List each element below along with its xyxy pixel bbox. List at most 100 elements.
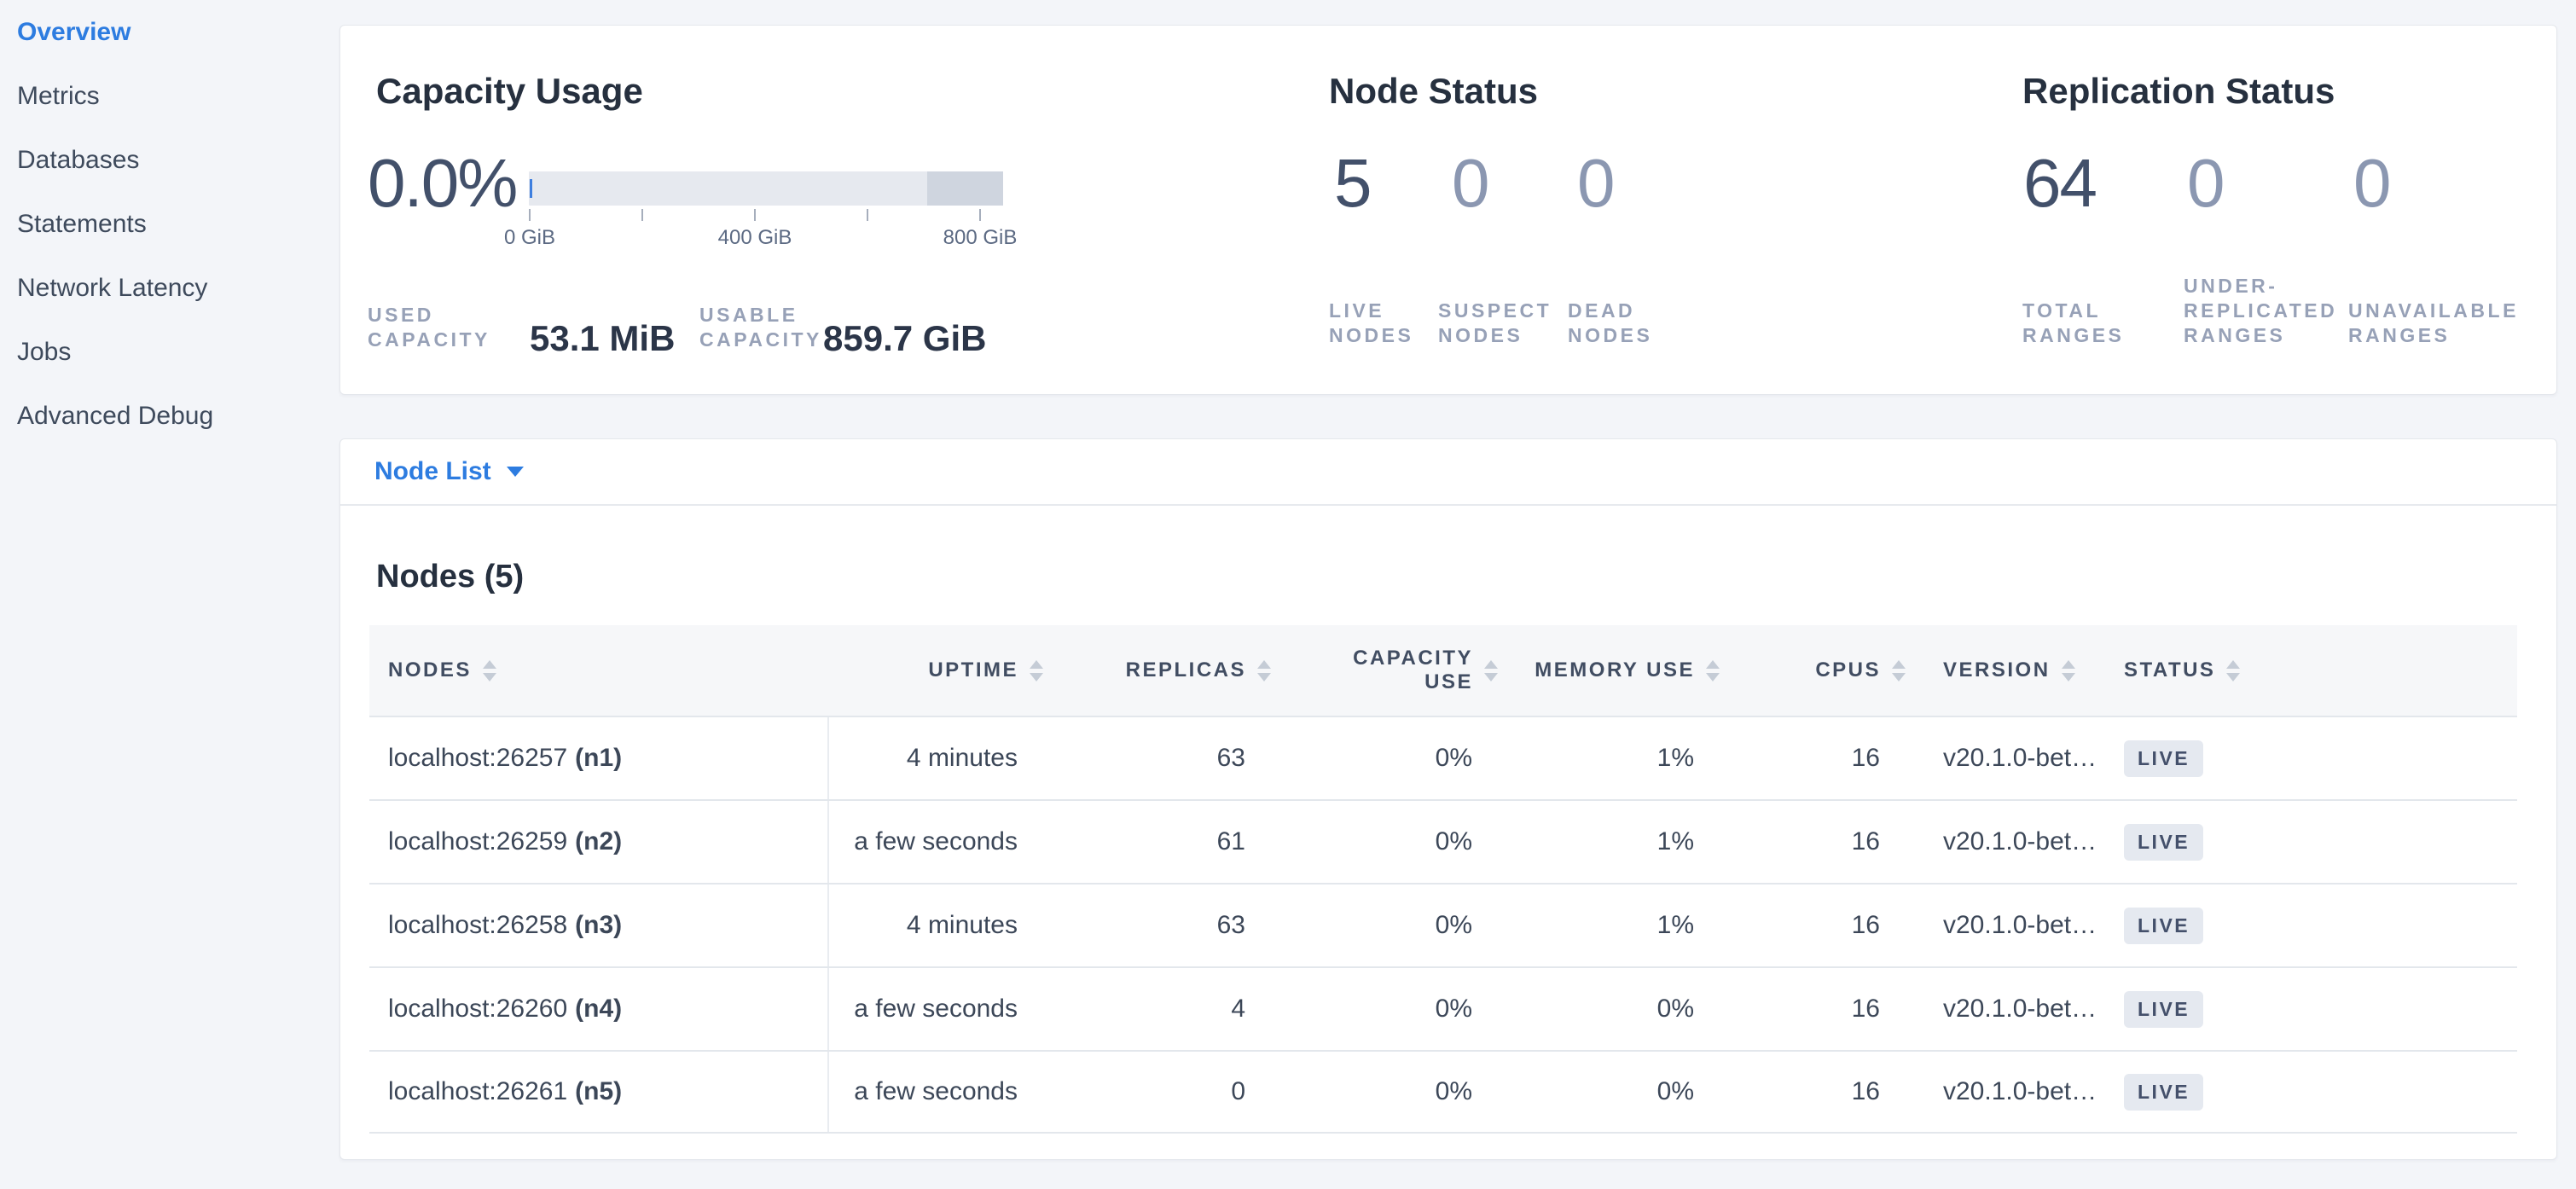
sidebar-item-statements[interactable]: Statements [17, 209, 147, 238]
dead-nodes-label: DEAD NODES [1568, 299, 1653, 346]
replicas-cell: 4 [1231, 995, 1245, 1023]
cpus-cell: 16 [1851, 911, 1880, 939]
version-cell: v20.1.0-bet… [1943, 744, 2097, 772]
node-id: (n3) [575, 911, 623, 939]
replicas-cell: 61 [1216, 827, 1245, 856]
view-selector-label: Node List [374, 457, 491, 485]
sidebar-item-advanced-debug[interactable]: Advanced Debug [17, 401, 214, 430]
node-status-title: Node Status [1329, 71, 1539, 111]
node-address-cell: localhost:26261 (n5) [369, 1052, 829, 1132]
column-header-version[interactable]: VERSION [1914, 658, 2105, 682]
chevron-down-icon [506, 467, 524, 477]
replicas-cell: 0 [1231, 1077, 1245, 1105]
nodes-table-title: Nodes (5) [376, 559, 525, 594]
node-address: localhost:26258 [388, 911, 568, 939]
sidebar-item-jobs[interactable]: Jobs [17, 337, 72, 366]
status-badge: LIVE [2124, 1073, 2204, 1111]
total-ranges-label: TOTAL RANGES [2022, 299, 2125, 346]
table-row[interactable]: localhost:26260 (n4) a few seconds 4 0% … [369, 966, 2517, 1050]
usable-capacity-label: USABLE CAPACITY [699, 304, 822, 351]
usable-capacity-value: 859.7 GiB [823, 318, 987, 358]
column-header-label: NODES [388, 658, 472, 682]
column-header-label: REPLICAS [1125, 658, 1246, 682]
status-badge: LIVE [2124, 740, 2204, 777]
sort-icon [2061, 659, 2075, 682]
version-cell: v20.1.0-bet… [1943, 911, 2097, 939]
live-nodes-label: LIVE NODES [1329, 299, 1414, 346]
column-header-uptime[interactable]: UPTIME [829, 658, 1052, 682]
live-nodes-count: 5 [1334, 145, 1372, 221]
table-row[interactable]: localhost:26257 (n1) 4 minutes 63 0% 1% … [369, 716, 2517, 799]
node-address: localhost:26260 [388, 995, 568, 1023]
sidebar-item-metrics[interactable]: Metrics [17, 81, 100, 110]
memory-use-cell: 0% [1656, 995, 1694, 1023]
uptime-cell: a few seconds [854, 827, 1018, 856]
status-badge: LIVE [2124, 990, 2204, 1028]
status-badge: LIVE [2124, 907, 2204, 944]
memory-use-cell: 0% [1656, 1077, 1694, 1105]
capacity-use-cell: 0% [1435, 744, 1472, 772]
table-header-row: NODES UPTIME REPLICAS CAPACITY USE MEMOR… [369, 625, 2517, 716]
suspect-nodes-count: 0 [1452, 145, 1489, 221]
sidebar-item-overview[interactable]: Overview [17, 17, 131, 46]
total-ranges-count: 64 [2023, 145, 2097, 221]
sort-icon [482, 659, 496, 682]
column-header-label: CAPACITY USE [1353, 647, 1473, 693]
capacity-bar-used-tick [530, 179, 532, 198]
sidebar-item-network-latency[interactable]: Network Latency [17, 273, 208, 302]
axis-tick [867, 209, 868, 221]
axis-tick-label: 800 GiB [943, 226, 1018, 249]
node-address-cell: localhost:26259 (n2) [369, 801, 829, 883]
memory-use-cell: 1% [1656, 827, 1694, 856]
capacity-use-cell: 0% [1435, 827, 1472, 856]
column-header-label: MEMORY USE [1535, 658, 1695, 682]
replication-status-title: Replication Status [2022, 71, 2335, 111]
column-header-label: CPUS [1815, 658, 1881, 682]
column-header-capacity-use[interactable]: CAPACITY USE [1279, 647, 1506, 694]
axis-tick-label: 0 GiB [503, 226, 556, 249]
cpus-cell: 16 [1851, 1077, 1880, 1105]
sort-icon [2226, 659, 2241, 682]
column-header-label: STATUS [2124, 658, 2216, 682]
node-address: localhost:26257 [388, 744, 568, 772]
table-row[interactable]: localhost:26261 (n5) a few seconds 0 0% … [369, 1050, 2517, 1134]
status-cell: LIVE [2105, 1073, 2517, 1111]
nodes-table: NODES UPTIME REPLICAS CAPACITY USE MEMOR… [369, 625, 2517, 1134]
sidebar: Overview Metrics Databases Statements Ne… [0, 0, 339, 1189]
sort-icon [1257, 659, 1271, 682]
uptime-cell: a few seconds [854, 1077, 1018, 1105]
axis-tick [979, 209, 981, 221]
node-address-cell: localhost:26257 (n1) [369, 717, 829, 799]
column-header-replicas[interactable]: REPLICAS [1052, 658, 1279, 682]
node-id: (n4) [575, 995, 623, 1023]
memory-use-cell: 1% [1656, 911, 1694, 939]
cpus-cell: 16 [1851, 744, 1880, 772]
sidebar-item-databases[interactable]: Databases [17, 145, 140, 174]
under-replicated-ranges-label: UNDER- REPLICATED RANGES [2184, 275, 2338, 346]
capacity-bar-axis: 0 GiB 400 GiB 800 GiB [504, 209, 1017, 264]
version-cell: v20.1.0-bet… [1943, 995, 2097, 1023]
unavailable-ranges-count: 0 [2353, 145, 2391, 221]
column-header-label: VERSION [1943, 658, 2051, 682]
sort-icon [1030, 659, 1043, 682]
cluster-summary-card: Capacity Usage 0.0% 0 GiB 400 GiB 800 Gi… [339, 25, 2557, 395]
column-header-status[interactable]: STATUS [2105, 658, 2517, 682]
axis-tick [754, 209, 756, 221]
capacity-use-cell: 0% [1435, 1077, 1472, 1105]
column-header-nodes[interactable]: NODES [369, 658, 829, 682]
node-address: localhost:26259 [388, 827, 568, 856]
node-list-card: Node List Nodes (5) NODES UPTIME REPLICA… [339, 438, 2557, 1160]
column-header-memory-use[interactable]: MEMORY USE [1506, 658, 1728, 682]
node-address-cell: localhost:26260 (n4) [369, 968, 829, 1050]
axis-tick-label: 400 GiB [717, 226, 792, 249]
capacity-use-cell: 0% [1435, 911, 1472, 939]
dead-nodes-count: 0 [1577, 145, 1615, 221]
unavailable-ranges-label: UNAVAILABLE RANGES [2348, 299, 2519, 346]
uptime-cell: 4 minutes [906, 744, 1018, 772]
sort-icon [1484, 659, 1498, 682]
table-row[interactable]: localhost:26258 (n3) 4 minutes 63 0% 1% … [369, 883, 2517, 966]
table-row[interactable]: localhost:26259 (n2) a few seconds 61 0%… [369, 799, 2517, 883]
column-header-cpus[interactable]: CPUS [1728, 658, 1914, 682]
view-selector-dropdown[interactable]: Node List [340, 439, 2556, 506]
sort-icon [1892, 659, 1906, 682]
